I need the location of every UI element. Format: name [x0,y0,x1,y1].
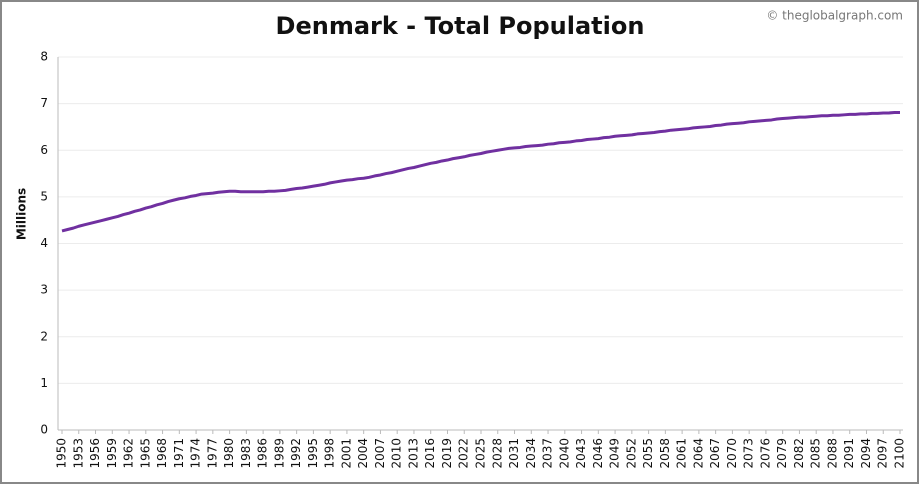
x-tick-label: 2073 [742,438,756,469]
x-tick-label: 2091 [842,438,856,469]
x-tick-label: 2028 [490,438,504,469]
x-tick-label: 2019 [440,438,454,469]
x-tick-label: 1968 [155,438,169,469]
x-tick-label: 2007 [373,438,387,469]
x-tick-label: 2079 [775,438,789,469]
x-tick-label: 2076 [758,438,772,469]
x-tick-label: 2058 [658,438,672,469]
x-tick-label: 2094 [859,438,873,469]
y-tick-label: 0 [40,423,48,437]
x-tick-label: 1989 [272,438,286,469]
x-tick-label: 2013 [406,438,420,469]
x-tick-label: 1995 [306,438,320,469]
x-tick-label: 1992 [289,438,303,469]
watermark: © theglobalgraph.com [766,9,903,23]
x-tick-label: 2004 [356,438,370,469]
x-tick-label: 2088 [825,438,839,469]
x-tick-label: 2010 [390,438,404,469]
x-tick-label: 2085 [809,438,823,469]
y-tick-label: 7 [40,96,48,110]
x-tick-label: 2034 [524,438,538,469]
y-tick-label: 8 [40,50,48,64]
x-tick-label: 1977 [205,438,219,469]
x-tick-label: 1974 [189,438,203,469]
x-tick-label: 2082 [792,438,806,469]
x-tick-label: 2052 [624,438,638,469]
x-tick-label: 1986 [256,438,270,469]
x-tick-label: 1965 [138,438,152,469]
y-axis-label: Millions [15,188,29,240]
y-tick-label: 1 [40,376,48,390]
x-tick-label: 2067 [708,438,722,469]
x-tick-label: 2016 [423,438,437,469]
x-tick-label: 1962 [122,438,136,469]
x-tick-label: 1983 [239,438,253,469]
x-tick-label: 2100 [893,438,907,469]
y-tick-label: 2 [40,329,48,343]
x-tick-label: 2061 [675,438,689,469]
y-tick-label: 5 [40,189,48,203]
x-tick-label: 1980 [222,438,236,469]
x-tick-label: 2055 [641,438,655,469]
x-tick-label: 2097 [876,438,890,469]
y-tick-label: 3 [40,283,48,297]
x-tick-label: 1950 [55,438,69,469]
x-tick-label: 2037 [541,438,555,469]
x-tick-label: 2022 [457,438,471,469]
x-tick-label: 2043 [574,438,588,469]
y-tick-label: 4 [40,236,48,250]
x-tick-label: 1998 [323,438,337,469]
x-tick-label: 2064 [691,438,705,469]
chart-title: Denmark - Total Population [276,12,645,40]
x-tick-label: 2049 [608,438,622,469]
y-tick-label: 6 [40,143,48,157]
x-tick-label: 1956 [88,438,102,469]
x-tick-label: 1971 [172,438,186,469]
x-tick-label: 2025 [474,438,488,469]
x-tick-label: 2001 [339,438,353,469]
x-tick-label: 1953 [71,438,85,469]
data-line [61,110,900,233]
x-tick-label: 2070 [725,438,739,469]
x-tick-label: 2046 [591,438,605,469]
x-tick-label: 1959 [105,438,119,469]
x-tick-label: 2040 [557,438,571,469]
x-tick-label: 2031 [507,438,521,469]
